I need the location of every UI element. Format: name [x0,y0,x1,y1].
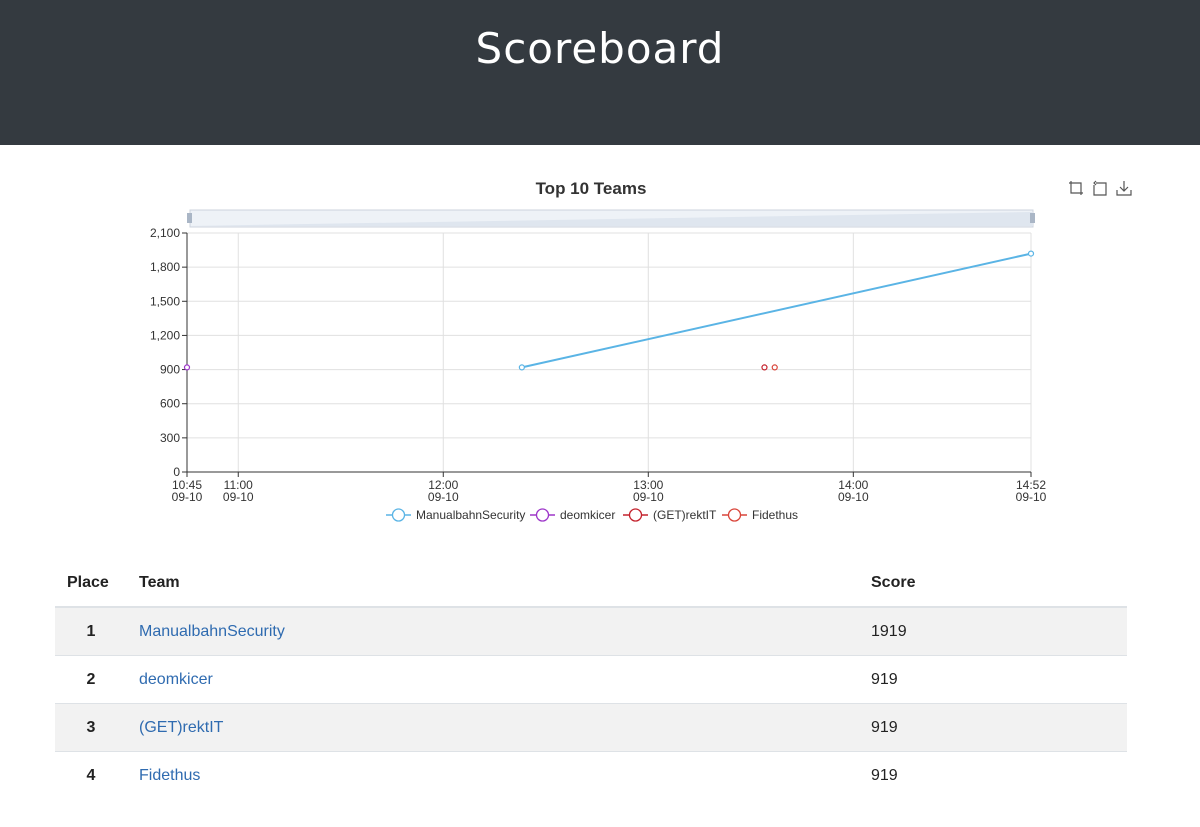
y-tick-label: 2,100 [150,226,180,240]
legend-label[interactable]: ManualbahnSecurity [416,508,525,522]
x-tick-label: 14:52 [1016,478,1046,492]
team-link[interactable]: deomkicer [139,670,213,688]
y-tick-label: 900 [160,363,180,377]
data-zoom-preview [190,212,1033,226]
series-line [521,252,1032,369]
download-icon[interactable] [1116,180,1132,196]
x-tick-label: 13:00 [633,478,663,492]
score-cell: 919 [859,703,1127,752]
data-point [761,364,768,371]
legend-marker [628,508,643,522]
place-cell: 3 [55,703,127,752]
team-cell: (GET)rektIT [127,703,859,752]
team-cell: ManualbahnSecurity [127,606,859,656]
y-tick-label: 1,200 [150,328,180,342]
x-tick-date-label: 09-10 [1016,490,1047,504]
x-tick-date-label: 09-10 [633,490,664,504]
x-tick-date-label: 09-10 [838,490,869,504]
team-link[interactable]: (GET)rektIT [139,718,224,736]
y-tick-label: 600 [160,397,180,411]
table-row: 1 ManualbahnSecurity 1919 [55,606,1127,656]
table-row: 4 Fidethus 919 [55,751,1127,799]
y-tick-label: 300 [160,431,180,445]
team-link[interactable]: Fidethus [139,766,201,784]
data-point [183,364,191,371]
score-cell: 1919 [859,606,1127,656]
zoom-reset-icon[interactable] [1092,180,1108,196]
chart-container: Top 10 Teams 0 300 600 900 1,200 1,500 1,800 2,1… [0,160,1200,540]
y-tick-label: 1,800 [150,260,180,274]
team-cell: Fidethus [127,751,859,799]
legend-marker [391,508,406,522]
data-zoom-handle-left[interactable] [187,213,192,223]
header-team: Team [127,562,859,608]
table-header-row: Place Team Score [55,562,1127,608]
place-cell: 4 [55,751,127,799]
header-place: Place [55,562,127,608]
x-tick-label: 10:45 [172,478,202,492]
y-tick-label: 0 [173,465,180,479]
data-point [771,364,778,371]
y-tick-label: 1,500 [150,294,180,308]
x-tick-label: 14:00 [838,478,868,492]
score-cell: 919 [859,751,1127,799]
chart-toolbox [1068,180,1132,196]
team-link[interactable]: ManualbahnSecurity [139,622,285,640]
data-zoom-handle-right[interactable] [1030,213,1035,223]
scoreboard-table: Place Team Score 1 ManualbahnSecurity 19… [55,562,1127,799]
table-row: 3 (GET)rektIT 919 [55,703,1127,752]
legend-label[interactable]: Fidethus [752,508,798,522]
place-cell: 1 [55,606,127,656]
legend-label[interactable]: deomkicer [560,508,615,522]
legend-marker [535,508,550,522]
score-cell: 919 [859,655,1127,704]
legend-marker [727,508,742,522]
page-title: Scoreboard [475,24,725,73]
x-tick-label: 11:00 [224,478,253,492]
score-chart: Top 10 Teams 0 300 600 900 1,200 1,500 1,800 2,1… [150,179,1047,522]
team-cell: deomkicer [127,655,859,704]
data-point [1027,250,1035,257]
table-row: 2 deomkicer 919 [55,655,1127,704]
x-tick-date-label: 09-10 [428,490,459,504]
header-score: Score [859,562,1127,608]
zoom-icon[interactable] [1068,180,1084,196]
x-tick-date-label: 09-10 [223,490,254,504]
page-header: Scoreboard [0,0,1200,145]
chart-title: Top 10 Teams [536,179,647,198]
x-tick-date-label: 09-10 [172,490,203,504]
data-point [518,364,525,371]
x-tick-label: 12:00 [428,478,458,492]
legend-label[interactable]: (GET)rektIT [653,508,717,522]
place-cell: 2 [55,655,127,704]
